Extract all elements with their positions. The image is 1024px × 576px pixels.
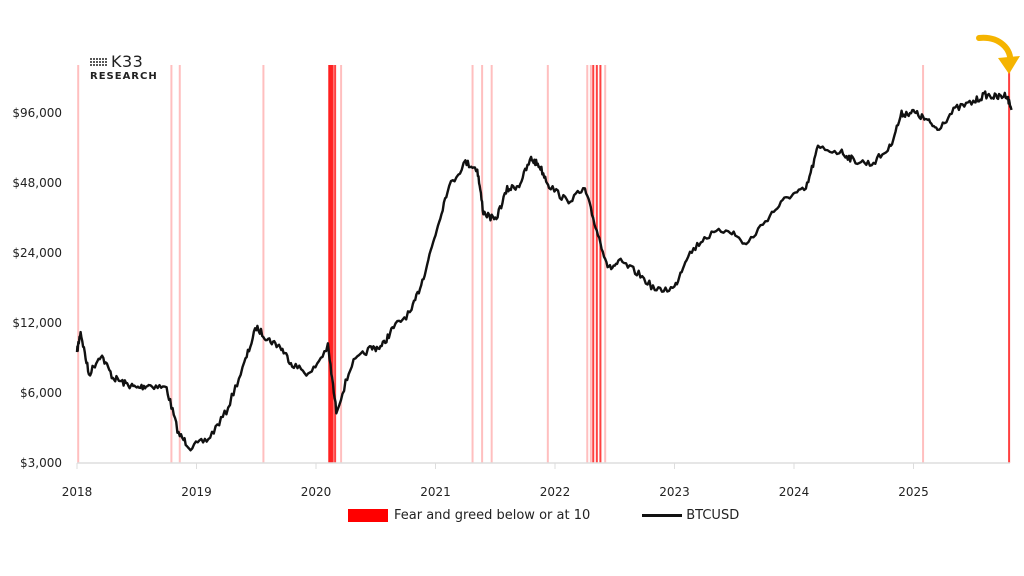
fear-greed-span xyxy=(170,65,173,463)
logo-sub: RESEARCH xyxy=(90,71,158,82)
fear-greed-span xyxy=(922,65,925,463)
y-tick-label: $3,000 xyxy=(20,456,62,470)
y-tick-label: $48,000 xyxy=(12,176,62,190)
fear-greed-span xyxy=(546,65,549,463)
axes: 2018 2019 2020 2021 2022 2023 2024 2025 $3,000 $6… xyxy=(12,106,1010,499)
x-tick-label: 2020 xyxy=(301,485,332,499)
x-tick-label: 2021 xyxy=(420,485,451,499)
fear-greed-span xyxy=(490,65,493,463)
fear-greed-span xyxy=(599,65,602,463)
y-tick-label: $6,000 xyxy=(20,386,62,400)
x-tick-label: 2018 xyxy=(62,485,93,499)
fear-greed-span xyxy=(340,65,343,463)
x-tick-label: 2024 xyxy=(779,485,810,499)
fear-greed-span xyxy=(1008,65,1011,463)
legend-btc-swatch xyxy=(642,514,683,517)
btc-price-line xyxy=(75,90,1013,452)
fear-greed-span xyxy=(262,65,265,463)
k33-research-logo: K33 RESEARCH xyxy=(90,54,158,82)
fear-greed-span xyxy=(331,65,334,463)
fear-greed-span xyxy=(592,65,595,463)
fear-greed-span xyxy=(329,65,332,463)
logo-brand: K33 xyxy=(111,52,144,71)
fear-greed-span xyxy=(77,65,80,463)
fear-greed-spans xyxy=(77,65,1011,463)
legend-fear-label: Fear and greed below or at 10 xyxy=(394,508,591,523)
fear-greed-span xyxy=(334,65,337,463)
fear-greed-span xyxy=(328,65,331,463)
y-tick-label: $24,000 xyxy=(12,246,62,260)
x-tick-label: 2025 xyxy=(898,485,929,499)
x-tick-label: 2019 xyxy=(181,485,212,499)
fear-greed-span xyxy=(589,65,592,463)
logo-dots-icon xyxy=(90,58,107,66)
legend-fear-swatch xyxy=(348,509,388,522)
fear-greed-span xyxy=(586,65,589,463)
legend: Fear and greed below or at 10 BTCUSD xyxy=(348,508,739,523)
legend-btc-label: BTCUSD xyxy=(686,508,740,523)
fear-greed-span xyxy=(178,65,181,463)
fear-greed-span xyxy=(330,65,333,463)
highlight-arrow-icon xyxy=(976,34,1020,74)
y-tick-label: $96,000 xyxy=(12,106,62,120)
fear-greed-span xyxy=(481,65,484,463)
x-tick-label: 2023 xyxy=(659,485,690,499)
fear-greed-span xyxy=(604,65,607,463)
x-tick-label: 2022 xyxy=(540,485,571,499)
y-tick-label: $12,000 xyxy=(12,316,62,330)
fear-greed-span xyxy=(471,65,474,463)
fear-greed-span xyxy=(595,65,598,463)
